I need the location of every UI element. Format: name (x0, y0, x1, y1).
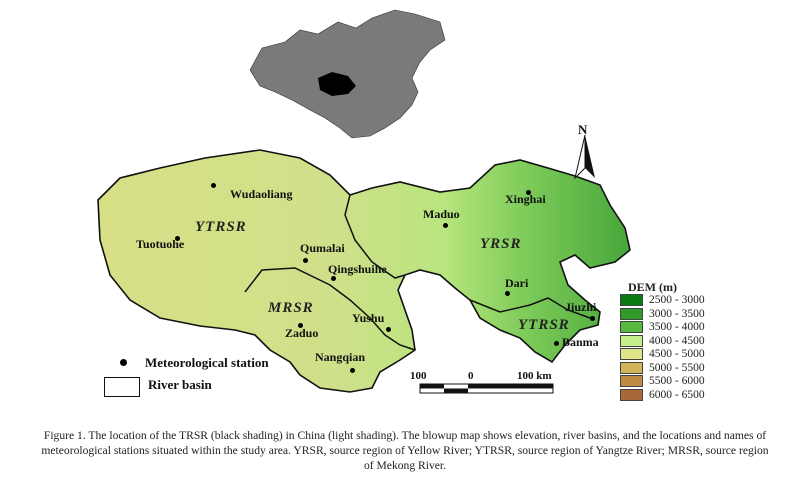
dem-legend-row: 4000 - 4500 (620, 334, 705, 347)
station-label: Banma (562, 335, 599, 349)
station-label: Maduo (423, 207, 460, 221)
station-dot (505, 291, 510, 296)
station-label: Qumalai (300, 241, 345, 255)
region-label-ytrsr-east: YTRSR (518, 317, 570, 333)
basin-boundary (244, 267, 416, 351)
dem-legend-row: 6000 - 6500 (620, 388, 705, 401)
station-dot (386, 327, 391, 332)
dem-legend-row: 5000 - 5500 (620, 361, 705, 374)
station-label: Tuotuohe (136, 237, 185, 251)
basin-boundary (469, 297, 591, 319)
scale-middle: 0 (468, 370, 474, 382)
dem-range-label: 3000 - 3500 (649, 307, 705, 320)
station-dot (211, 183, 216, 188)
dem-range-label: 6000 - 6500 (649, 388, 705, 401)
dem-color-swatch (620, 307, 643, 320)
station-dot (175, 236, 180, 241)
station-label: Wudaoliang (230, 187, 293, 201)
figure-caption: Figure 1. The location of the TRSR (blac… (41, 429, 769, 472)
scale-bar (419, 383, 554, 394)
dem-range-label: 2500 - 3000 (649, 294, 705, 306)
station-label: Jiuzhi (565, 300, 597, 314)
dem-range-label: 5000 - 5500 (649, 361, 705, 374)
dem-color-swatch (620, 321, 643, 333)
region-label-ytrsr: YTRSR (195, 219, 247, 235)
legend-station-label: Meteorological station (145, 355, 269, 370)
dem-legend-row: 3500 - 4000 (620, 321, 705, 333)
north-label: N (578, 122, 588, 137)
station-label: Zaduo (285, 326, 319, 340)
station-label: Dari (505, 276, 529, 290)
study-area (97, 149, 631, 393)
north-arrow-icon (574, 134, 595, 180)
station-label: Xinghai (505, 192, 546, 206)
dem-range-label: 5500 - 6000 (649, 375, 705, 387)
station-dot (554, 341, 559, 346)
station-label: Qingshuihe (328, 262, 387, 276)
dem-range-label: 4000 - 4500 (649, 334, 705, 347)
station-dot (590, 316, 595, 321)
station-dot (526, 190, 531, 195)
china-inset (249, 9, 446, 139)
scale-left: 100 (410, 370, 427, 382)
dem-range-label: 3500 - 4000 (649, 321, 705, 333)
station-dot (298, 323, 303, 328)
station-dot (331, 276, 336, 281)
trsr-inset (318, 72, 356, 96)
station-dot (303, 258, 308, 263)
river-basin-legend-icon (104, 377, 140, 397)
dem-color-swatch (620, 348, 643, 360)
dem-range-label: 4500 - 5000 (649, 348, 705, 360)
station-label: Nangqian (315, 350, 366, 364)
dem-color-swatch (620, 361, 643, 374)
station-dot (350, 368, 355, 373)
station-legend-icon (120, 359, 127, 366)
dem-color-swatch (620, 294, 643, 306)
legend-basin-label: River basin (148, 377, 212, 392)
dem-color-swatch (620, 375, 643, 387)
scale-right: 100 km (517, 370, 552, 382)
dem-legend-row: 5500 - 6000 (620, 375, 705, 387)
dem-color-swatch (620, 334, 643, 347)
basin-boundary (344, 194, 406, 279)
dem-legend-row: 3000 - 3500 (620, 307, 705, 320)
region-label-mrsr: MRSR (268, 300, 314, 316)
dem-color-swatch (620, 388, 643, 401)
dem-legend-title: DEM (m) (628, 280, 677, 294)
dem-legend-row: 2500 - 3000 (620, 294, 705, 306)
dem-legend-row: 4500 - 5000 (620, 348, 705, 360)
region-label-yrsr: YRSR (480, 236, 522, 252)
station-dot (443, 223, 448, 228)
station-label: Yushu (352, 311, 385, 325)
